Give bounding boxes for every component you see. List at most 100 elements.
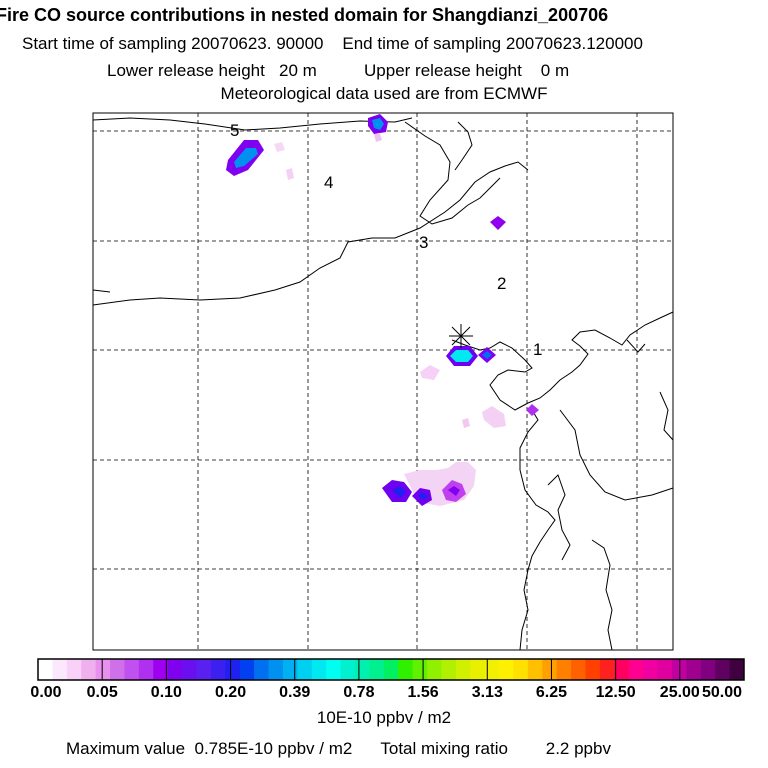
coastline	[519, 409, 556, 651]
start-time-text: Start time of sampling 20070623. 90000	[22, 34, 324, 53]
border-line	[92, 289, 111, 293]
plume-blob	[490, 216, 506, 230]
coastline	[659, 391, 674, 441]
region-label-3: 3	[419, 233, 428, 252]
border-line	[92, 161, 529, 306]
colorbar-tick-label: 3.13	[471, 684, 503, 701]
colorbar-tick-label: 0.39	[279, 684, 311, 701]
colorbar-swatch	[138, 659, 154, 680]
colorbar-swatch	[282, 659, 298, 680]
colorbar-swatch	[628, 659, 644, 680]
plume-blob	[286, 168, 294, 180]
plume-blob	[450, 350, 473, 362]
colorbar-swatch	[542, 659, 558, 680]
plume-blob	[482, 351, 492, 359]
colorbar-swatch	[210, 659, 226, 680]
colorbar-swatch	[124, 659, 140, 680]
colorbar-swatch	[354, 659, 370, 680]
colorbar-swatch	[657, 659, 673, 680]
colorbar-swatch	[369, 659, 385, 680]
colorbar-tick-label: 0.00	[30, 684, 62, 701]
map-frame	[92, 112, 674, 651]
colorbar-swatch	[225, 659, 241, 680]
border-line	[454, 121, 473, 171]
plume-blob	[418, 492, 428, 500]
colorbar-tick-label: 6.25	[535, 684, 568, 701]
plume-blob	[448, 486, 460, 496]
colorbar-tick-label: 0.10	[150, 684, 182, 701]
lower-release-value: 20 m	[279, 61, 317, 80]
coastline	[626, 339, 646, 353]
colorbar-swatch	[700, 659, 716, 680]
sampling-times: Start time of sampling 20070623. 90000 E…	[22, 34, 768, 54]
colorbar-swatch	[196, 659, 212, 680]
end-time-text: End time of sampling 20070623.120000	[342, 34, 643, 53]
plume-blob	[462, 418, 470, 428]
colorbar-swatch	[398, 659, 414, 680]
colorbar-swatch	[81, 659, 97, 680]
colorbar-swatch	[513, 659, 529, 680]
colorbar-swatch	[527, 659, 543, 680]
chart-title: Fire CO source contributions in nested d…	[0, 5, 609, 25]
region-label-1: 1	[533, 340, 542, 359]
colorbar-swatch	[455, 659, 471, 680]
plume-blob	[526, 404, 539, 416]
met-data-source: Meteorological data used are from ECMWF	[220, 84, 548, 103]
colorbar-tick-label: 0.05	[86, 684, 118, 701]
colorbar-swatch	[729, 659, 745, 680]
colorbar-swatch	[427, 659, 442, 680]
colorbar-swatch	[556, 659, 572, 680]
colorbar-tick-label: 0.20	[214, 684, 247, 701]
colorbar-swatch	[383, 659, 399, 680]
colorbar-swatch	[66, 659, 82, 680]
total-mixing-label: Total mixing ratio	[380, 739, 508, 758]
colorbar-swatch	[297, 659, 313, 680]
colorbar-swatch	[484, 659, 500, 680]
colorbar-swatch	[268, 659, 284, 680]
plume-blob	[482, 406, 506, 428]
colorbar-swatch	[614, 659, 630, 680]
colorbar-swatch	[340, 659, 356, 680]
region-label-5: 5	[230, 121, 239, 140]
colorbar-border	[37, 658, 745, 681]
colorbar-tick-label: 12.50	[595, 684, 636, 701]
release-heights: Lower release height 20 m Upper release …	[107, 61, 768, 81]
region-label-2: 2	[497, 274, 506, 293]
colorbar-swatch	[326, 659, 342, 680]
colorbar-swatch	[499, 659, 514, 680]
colorbar-swatch	[643, 659, 659, 680]
colorbar-swatch	[95, 659, 111, 680]
border-line	[404, 121, 501, 225]
plume-blob	[274, 142, 285, 152]
colorbar-swatch	[470, 659, 486, 680]
colorbar-swatch	[153, 659, 169, 680]
coastline	[559, 409, 674, 501]
colorbar-swatch	[110, 659, 125, 680]
region-label-4: 4	[324, 173, 333, 192]
colorbar-swatch	[585, 659, 601, 680]
colorbar-swatch	[167, 659, 183, 680]
plume-blob	[372, 118, 384, 130]
colorbar-swatch	[599, 659, 615, 680]
max-value: 0.785E-10 ppbv / m2	[194, 739, 353, 758]
colorbar-swatch	[571, 659, 587, 680]
colorbar-swatch	[38, 659, 53, 680]
upper-release-label: Upper release height	[364, 61, 522, 80]
plume-blob	[392, 486, 406, 498]
colorbar-swatch	[254, 659, 270, 680]
footer-stats: Maximum value 0.785E-10 ppbv / m2 Total …	[66, 739, 611, 759]
plume-shapes	[226, 114, 539, 506]
colorbar-swatch	[182, 659, 197, 680]
coastline	[547, 474, 571, 561]
colorbar-tick-label: 0.78	[343, 684, 375, 701]
colorbar-swatch	[412, 659, 428, 680]
lower-release-label: Lower release height	[107, 61, 265, 80]
colorbar-tick-label: 50.00	[701, 684, 743, 701]
colorbar-swatch	[52, 659, 68, 680]
colorbar	[37, 658, 745, 681]
colorbar-swatch	[686, 659, 702, 680]
colorbar-tick-label: 1.56	[407, 684, 439, 701]
max-value-label: Maximum value	[66, 739, 186, 758]
upper-release-value: 0 m	[540, 61, 570, 80]
